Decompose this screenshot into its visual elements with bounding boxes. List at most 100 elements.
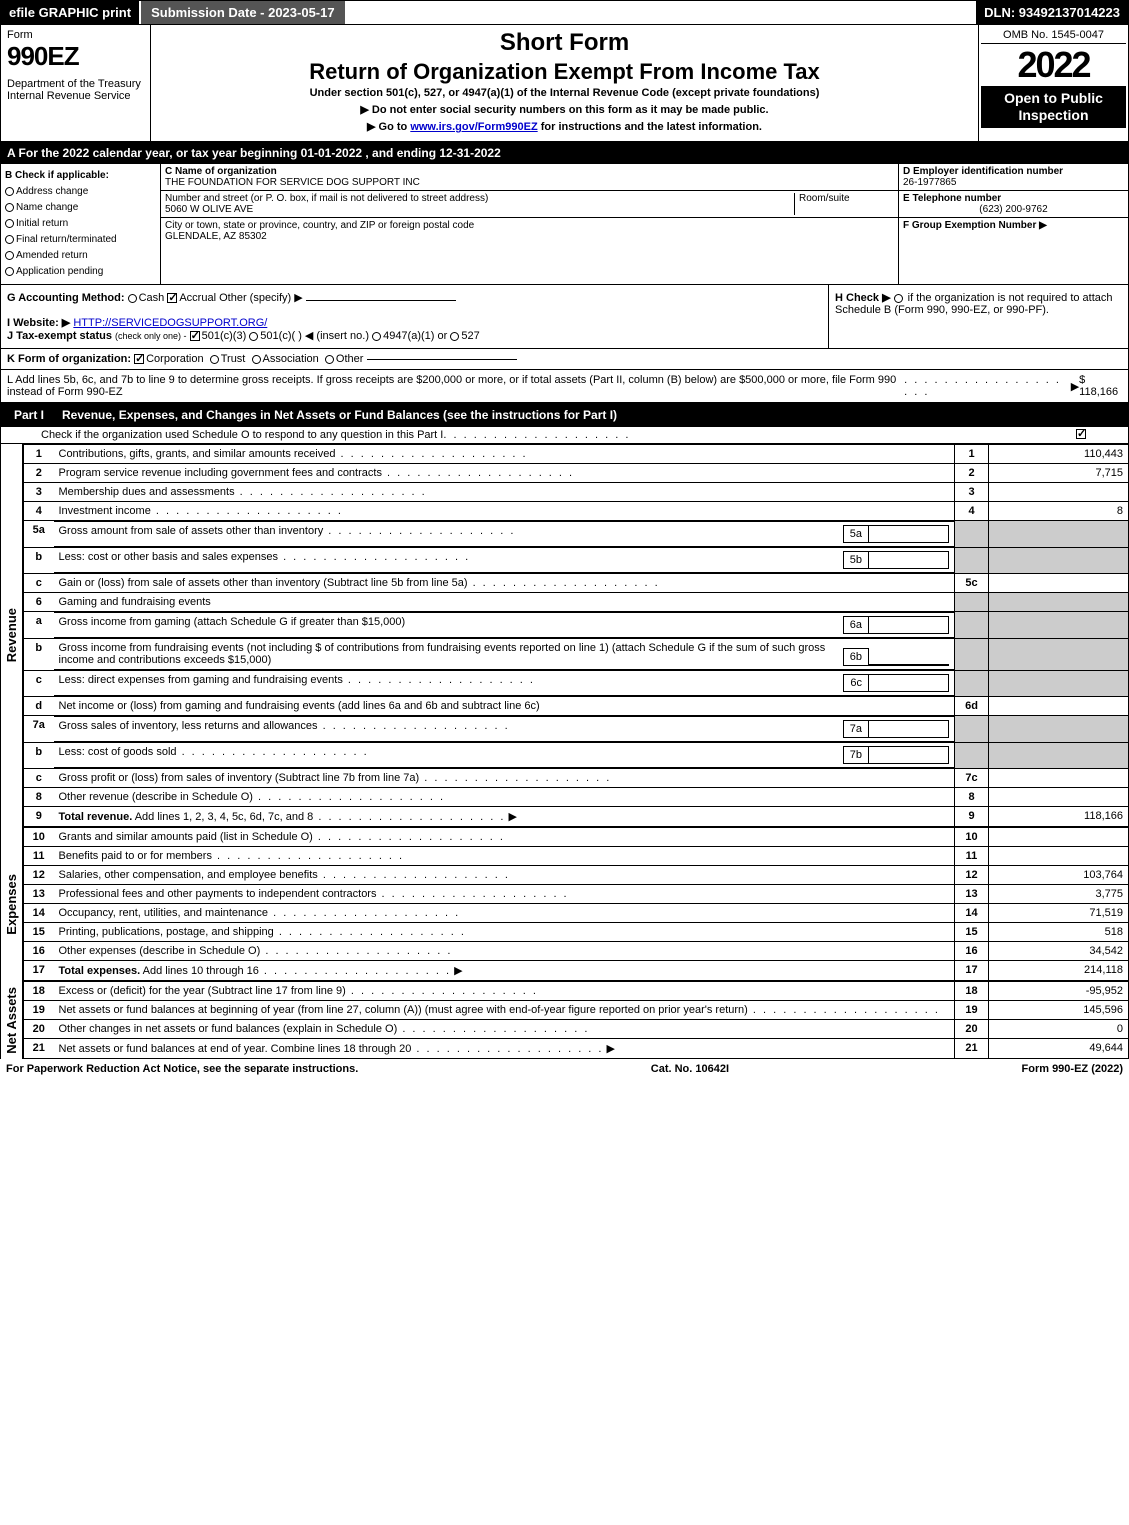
cb-pending[interactable]: Application pending — [5, 264, 156, 280]
4947-radio[interactable] — [372, 332, 381, 341]
tax-year: 2022 — [981, 44, 1126, 86]
line-6: 6Gaming and fundraising events — [24, 593, 1129, 612]
org-street: 5060 W OLIVE AVE — [165, 204, 253, 215]
irs-link[interactable]: www.irs.gov/Form990EZ — [410, 121, 537, 133]
header-left: Form 990EZ Department of the Treasury In… — [1, 25, 151, 141]
info-grid: B Check if applicable: Address change Na… — [0, 164, 1129, 285]
line-7c: cGross profit or (loss) from sales of in… — [24, 769, 1129, 788]
line-21: 21Net assets or fund balances at end of … — [24, 1039, 1129, 1059]
line-19: 19Net assets or fund balances at beginni… — [24, 1001, 1129, 1020]
submission-date: Submission Date - 2023-05-17 — [141, 1, 345, 24]
501c3-check[interactable] — [190, 331, 200, 341]
omb-number: OMB No. 1545-0047 — [981, 27, 1126, 44]
line-7a: 7aGross sales of inventory, less returns… — [24, 716, 1129, 743]
part1-check-o: Check if the organization used Schedule … — [0, 427, 1129, 444]
row-l: L Add lines 5b, 6c, and 7b to line 9 to … — [0, 370, 1129, 403]
org-name: THE FOUNDATION FOR SERVICE DOG SUPPORT I… — [165, 177, 420, 188]
cb-address[interactable]: Address change — [5, 184, 156, 200]
expenses-side: Expenses — [1, 827, 23, 981]
501c-radio[interactable] — [249, 332, 258, 341]
line-6c: cLess: direct expenses from gaming and f… — [24, 670, 1129, 697]
no-ssn: ▶ Do not enter social security numbers o… — [155, 103, 974, 116]
dept-label: Department of the Treasury — [7, 78, 144, 90]
schedule-o-check[interactable] — [1076, 429, 1086, 439]
col-b: B Check if applicable: Address change Na… — [1, 164, 161, 284]
line-6b: bGross income from fundraising events (n… — [24, 638, 1129, 670]
spacer — [345, 1, 977, 24]
cash-radio[interactable] — [128, 294, 137, 303]
line-5c: cGain or (loss) from sale of assets othe… — [24, 574, 1129, 593]
footer-center: Cat. No. 10642I — [651, 1063, 729, 1075]
footer-right: Form 990-EZ (2022) — [1022, 1063, 1124, 1075]
f-label: F Group Exemption Number ▶ — [903, 220, 1047, 231]
cb-final[interactable]: Final return/terminated — [5, 232, 156, 248]
ein: 26-1977865 — [903, 177, 956, 188]
c-street-label: Number and street (or P. O. box, if mail… — [165, 193, 488, 204]
corp-check[interactable] — [134, 354, 144, 364]
e-label: E Telephone number — [903, 193, 1001, 204]
netassets-table: 18Excess or (deficit) for the year (Subt… — [23, 981, 1129, 1059]
line-11: 11Benefits paid to or for members11 — [24, 847, 1129, 866]
line-14: 14Occupancy, rent, utilities, and mainte… — [24, 904, 1129, 923]
line-17: 17Total expenses. Add lines 10 through 1… — [24, 961, 1129, 981]
website-link[interactable]: HTTP://SERVICEDOGSUPPORT.ORG/ — [73, 317, 267, 329]
under-section: Under section 501(c), 527, or 4947(a)(1)… — [155, 87, 974, 99]
header-right: OMB No. 1545-0047 2022 Open to Public In… — [978, 25, 1128, 141]
line-5b: bLess: cost or other basis and sales exp… — [24, 547, 1129, 574]
d-label: D Employer identification number — [903, 166, 1063, 177]
org-city: GLENDALE, AZ 85302 — [165, 231, 267, 242]
form-header: Form 990EZ Department of the Treasury In… — [0, 25, 1129, 142]
cb-amended[interactable]: Amended return — [5, 248, 156, 264]
form-number: 990EZ — [7, 41, 144, 72]
trust-radio[interactable] — [210, 355, 219, 364]
expenses-table: 10Grants and similar amounts paid (list … — [23, 827, 1129, 981]
line-13: 13Professional fees and other payments t… — [24, 885, 1129, 904]
row-g: G Accounting Method: Cash Accrual Other … — [1, 285, 828, 348]
other-radio[interactable] — [325, 355, 334, 364]
line-1: 1Contributions, gifts, grants, and simil… — [24, 445, 1129, 464]
efile-label[interactable]: efile GRAPHIC print — [1, 1, 139, 24]
c-city-label: City or town, state or province, country… — [165, 220, 474, 231]
row-gh: G Accounting Method: Cash Accrual Other … — [0, 285, 1129, 349]
dln-label: DLN: 93492137014223 — [976, 1, 1128, 24]
row-k: K Form of organization: Corporation Trus… — [0, 349, 1129, 370]
col-c: C Name of organization THE FOUNDATION FO… — [161, 164, 898, 284]
netassets-section: Net Assets 18Excess or (deficit) for the… — [0, 981, 1129, 1059]
line-20: 20Other changes in net assets or fund ba… — [24, 1020, 1129, 1039]
line-16: 16Other expenses (describe in Schedule O… — [24, 942, 1129, 961]
i-label: I Website: ▶ — [7, 317, 70, 329]
line-5a: 5aGross amount from sale of assets other… — [24, 521, 1129, 548]
phone: (623) 200-9762 — [903, 204, 1124, 215]
line-2: 2Program service revenue including gover… — [24, 464, 1129, 483]
line-7b: bLess: cost of goods sold7b — [24, 742, 1129, 769]
form-label: Form — [7, 29, 144, 41]
irs-label: Internal Revenue Service — [7, 90, 144, 102]
527-radio[interactable] — [450, 332, 459, 341]
line-6a: aGross income from gaming (attach Schedu… — [24, 612, 1129, 639]
short-form-title: Short Form — [155, 29, 974, 57]
gross-receipts: $ 118,166 — [1079, 374, 1122, 398]
line-15: 15Printing, publications, postage, and s… — [24, 923, 1129, 942]
goto: ▶ Go to www.irs.gov/Form990EZ for instru… — [155, 120, 974, 133]
return-title: Return of Organization Exempt From Incom… — [155, 59, 974, 85]
row-h: H Check ▶ if the organization is not req… — [828, 285, 1128, 348]
cb-name[interactable]: Name change — [5, 200, 156, 216]
section-a: A For the 2022 calendar year, or tax yea… — [0, 142, 1129, 164]
part1-title: Revenue, Expenses, and Changes in Net As… — [62, 408, 617, 422]
cb-initial[interactable]: Initial return — [5, 216, 156, 232]
line-8: 8Other revenue (describe in Schedule O)8 — [24, 788, 1129, 807]
part1-header: Part I Revenue, Expenses, and Changes in… — [0, 403, 1129, 427]
room-suite: Room/suite — [794, 193, 894, 215]
h-check[interactable] — [894, 294, 903, 303]
c-name-label: C Name of organization — [165, 166, 277, 177]
assoc-radio[interactable] — [252, 355, 261, 364]
revenue-table: 1Contributions, gifts, grants, and simil… — [23, 444, 1129, 827]
revenue-section: Revenue 1Contributions, gifts, grants, a… — [0, 444, 1129, 827]
col-b-header: B Check if applicable: — [5, 168, 156, 184]
accrual-check[interactable] — [167, 293, 177, 303]
page-footer: For Paperwork Reduction Act Notice, see … — [0, 1059, 1129, 1079]
j-label: J Tax-exempt status — [7, 330, 112, 342]
col-de: D Employer identification number 26-1977… — [898, 164, 1128, 284]
line-12: 12Salaries, other compensation, and empl… — [24, 866, 1129, 885]
line-6d: dNet income or (loss) from gaming and fu… — [24, 697, 1129, 716]
